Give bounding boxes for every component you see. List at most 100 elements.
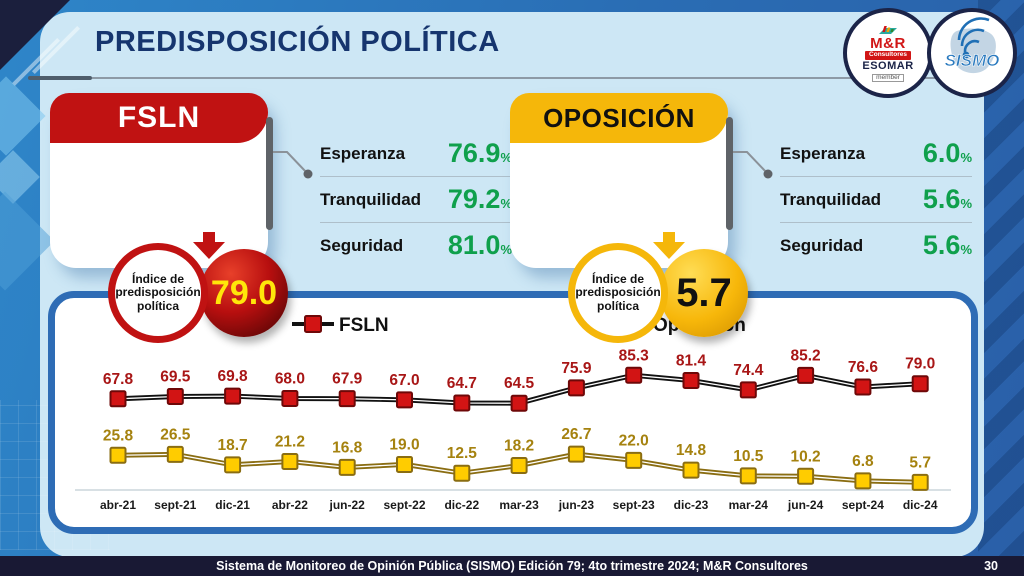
stat-value: 79.2% [447,184,512,214]
oposicion-card: OPOSICIÓN Índice de predisposición polít… [510,93,748,343]
fsln-stats: Esperanza 76.9% Tranquilidad 79.2% Segur… [320,131,512,268]
oposicion-card-title: OPOSICIÓN [543,102,695,133]
svg-text:14.8: 14.8 [676,442,707,459]
arrow-down-icon [653,232,685,259]
svg-text:19.0: 19.0 [389,436,419,453]
oposicion-index-ball: 5.7 [660,249,748,337]
svg-text:abr-21: abr-21 [100,498,136,512]
fsln-connector-line [273,151,313,179]
stat-row-tranquilidad: Tranquilidad 79.2% [320,176,512,222]
svg-text:jun-24: jun-24 [787,498,824,512]
right-edge-pattern [978,0,1024,576]
svg-text:5.7: 5.7 [909,454,931,471]
fsln-connector-bar [266,117,273,230]
stat-row-seguridad: Seguridad 81.0% [320,222,512,268]
stat-row-tranquilidad: Tranquilidad 5.6% [780,176,972,222]
svg-text:18.2: 18.2 [504,438,534,455]
oposicion-stats: Esperanza 6.0% Tranquilidad 5.6% Segurid… [780,131,972,268]
svg-text:sept-24: sept-24 [842,498,884,512]
svg-text:sept-22: sept-22 [383,498,425,512]
svg-text:75.9: 75.9 [561,360,592,377]
sismo-logo-graphic: SISMO [944,17,1000,74]
trend-chart-panel: abr-21 sept-21 dic-21 abr-22 jun-22 sept-22 di… [48,291,978,534]
svg-text:68.0: 68.0 [275,371,305,388]
stat-label: Seguridad [320,235,404,255]
stat-value: 81.0% [447,230,512,260]
fsln-index-value: 79.0 [210,273,278,312]
svg-text:64.5: 64.5 [504,375,535,392]
svg-text:dic-21: dic-21 [215,498,250,512]
stat-value: 6.0% [922,138,972,168]
stat-row-esperanza: Esperanza 6.0% [780,131,972,176]
page-number: 30 [984,559,998,573]
sismo-logo: SISMO [927,8,1017,98]
svg-text:abr-22: abr-22 [272,498,308,512]
svg-text:67.9: 67.9 [332,371,363,388]
svg-text:74.4: 74.4 [733,362,764,379]
svg-text:jun-23: jun-23 [558,498,595,512]
stat-value: 5.6% [922,184,972,214]
svg-text:dic-24: dic-24 [903,498,938,512]
svg-text:26.7: 26.7 [561,426,591,443]
svg-text:79.0: 79.0 [905,356,935,373]
svg-text:25.8: 25.8 [103,427,134,444]
svg-text:67.0: 67.0 [389,372,419,389]
oposicion-connector-line [733,151,773,179]
svg-text:22.0: 22.0 [619,432,649,449]
oposicion-index-circle: Índice de predisposición política [568,243,668,343]
mr-consultores-logo: M&R Consultores ESOMAR member [843,8,933,98]
arrow-down-icon [193,232,225,259]
stat-value: 76.9% [447,138,512,168]
oposicion-index-label: Índice de predisposición política [575,271,661,313]
svg-text:21.2: 21.2 [275,433,305,450]
stat-label: Seguridad [780,235,864,255]
stat-value: 5.6% [922,230,972,260]
svg-text:76.6: 76.6 [848,359,879,376]
footer-text: Sistema de Monitoreo de Opinión Pública … [216,559,808,573]
title-underline [92,77,992,79]
svg-text:69.8: 69.8 [218,368,249,385]
svg-text:SISMO: SISMO [945,51,1000,70]
fsln-card-title: FSLN [117,101,201,134]
stat-label: Esperanza [320,143,406,163]
fsln-index-circle: Índice de predisposición política [108,243,208,343]
svg-text:sept-23: sept-23 [613,498,655,512]
page-title: PREDISPOSICIÓN POLÍTICA [95,26,500,58]
esomar-label: ESOMAR [862,60,914,73]
stat-label: Esperanza [780,143,866,163]
svg-text:dic-23: dic-23 [674,498,709,512]
svg-text:6.8: 6.8 [852,453,874,470]
stat-row-esperanza: Esperanza 76.9% [320,131,512,176]
stat-label: Tranquilidad [780,189,882,209]
svg-text:jun-22: jun-22 [329,498,366,512]
fsln-card: FSLN Índice de predisposición política 7… [50,93,288,343]
mr-logo-subtitle: Consultores [865,51,911,61]
stat-label: Tranquilidad [320,189,422,209]
oposicion-card-header: OPOSICIÓN [510,93,728,143]
fsln-index-ball: 79.0 [200,249,288,337]
svg-text:67.8: 67.8 [103,371,134,388]
fsln-card-header: FSLN [50,93,268,143]
svg-text:26.5: 26.5 [160,426,191,443]
title-underline-accent [28,76,92,80]
member-label: member [872,73,904,83]
svg-text:dic-22: dic-22 [444,498,479,512]
svg-text:10.5: 10.5 [733,448,764,465]
svg-text:FSLN: FSLN [339,315,389,336]
svg-text:12.5: 12.5 [447,445,478,462]
mr-logo-name: M&R [870,34,906,52]
fsln-index-label: Índice de predisposición política [115,271,201,313]
oposicion-index-value: 5.7 [676,270,732,315]
svg-text:69.5: 69.5 [160,369,191,386]
svg-text:sept-21: sept-21 [154,498,196,512]
svg-text:64.7: 64.7 [447,375,477,392]
stat-row-seguridad: Seguridad 5.6% [780,222,972,268]
diamond-decoration [0,76,46,156]
svg-text:81.4: 81.4 [676,353,707,370]
trend-line-chart: abr-21 sept-21 dic-21 abr-22 jun-22 sept-22 di… [75,315,951,512]
svg-text:16.8: 16.8 [332,439,363,456]
svg-text:mar-23: mar-23 [499,498,539,512]
svg-text:85.3: 85.3 [619,347,650,364]
mr-chart-icon [879,25,897,34]
